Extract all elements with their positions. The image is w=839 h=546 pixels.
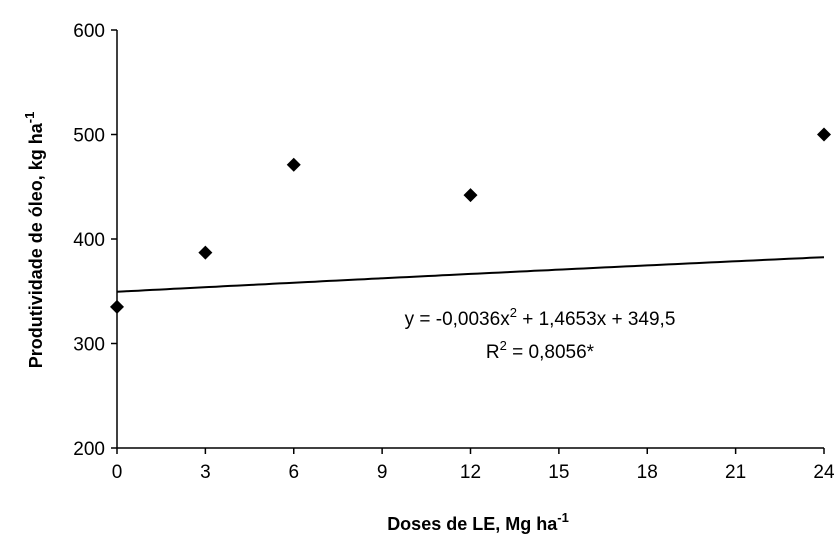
x-axis-title-text: Doses de LE, Mg ha [387,514,558,534]
equation-part2: + 1,4653x + 349,5 [517,309,675,330]
y-axis-ticks: 200 300 400 500 600 [73,21,117,460]
x-tick-label: 21 [725,462,746,483]
axes [116,30,824,449]
y-tick-label: 200 [73,439,105,460]
x-tick-label: 6 [288,462,299,483]
y-axis-title: Produtividade de óleo, kg ha-1 [22,112,46,369]
data-point [817,127,831,142]
data-points [110,127,831,314]
x-tick-label: 24 [813,462,835,483]
data-point [463,188,478,203]
data-point [286,157,301,172]
x-tick-label: 0 [112,462,123,483]
y-axis-title-text: Produtividade de óleo, kg ha [26,122,46,368]
x-tick-label: 3 [200,462,211,483]
x-tick-label: 15 [548,462,569,483]
y-axis-title-superscript: -1 [22,112,37,124]
x-tick-label: 18 [637,462,658,483]
x-axis-title: Doses de LE, Mg ha-1 [387,510,569,534]
r-squared-label: R2 = 0,8056* [486,338,595,363]
r2-prefix: R [486,342,500,363]
equation-part1: y = -0,0036x [405,309,511,330]
y-tick-label: 600 [73,21,105,42]
data-point [198,245,213,260]
trendline [116,256,825,293]
y-tick-label: 300 [73,335,105,356]
x-axis-ticks: 0 3 6 9 12 15 18 21 24 [112,448,835,483]
r2-suffix: = 0,8056* [507,342,595,363]
y-tick-label: 400 [73,230,105,251]
data-point [110,299,124,314]
y-tick-label: 500 [73,126,105,147]
x-tick-label: 9 [377,462,388,483]
x-axis-title-superscript: -1 [557,510,569,525]
regression-equation: y = -0,0036x2 + 1,4653x + 349,5 [405,305,676,330]
x-tick-label: 12 [460,462,481,483]
equation-superscript: 2 [510,305,517,320]
r2-superscript: 2 [500,338,507,353]
